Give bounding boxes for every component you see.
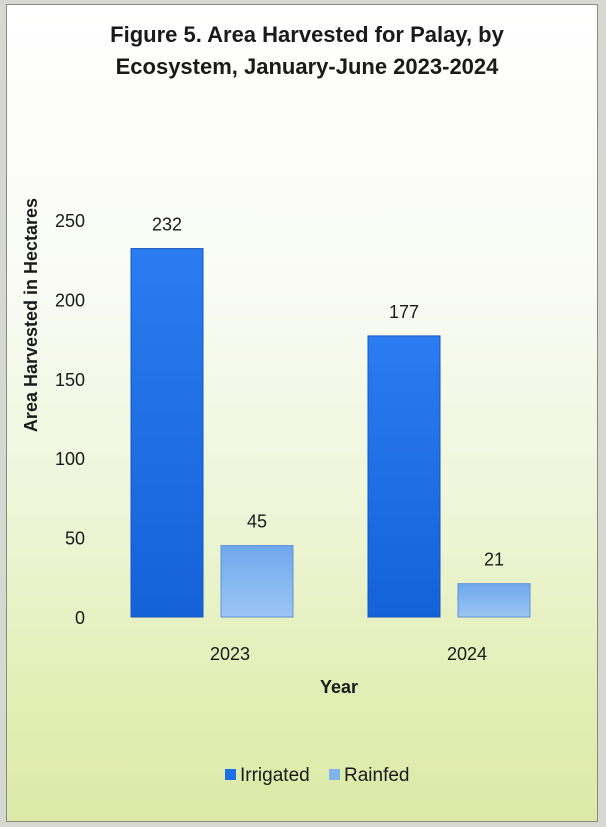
y-tick-label: 200: [55, 290, 85, 310]
legend-swatch-rainfed: [329, 769, 340, 780]
y-axis-ticks: 0 50 100 150 200 250: [55, 211, 85, 628]
y-tick-label: 100: [55, 449, 85, 469]
bar-rainfed-2023: [220, 545, 294, 618]
legend-label-irrigated: Irrigated: [240, 765, 310, 786]
y-tick-label: 0: [75, 608, 85, 628]
y-tick-label: 250: [55, 211, 85, 231]
legend-label-rainfed: Rainfed: [344, 765, 410, 786]
data-label-irrigated-2023: 232: [152, 215, 182, 235]
x-axis-ticks: 2023 2024: [210, 644, 487, 664]
bar-irrigated-2024: [367, 335, 441, 618]
y-tick-label: 50: [65, 529, 85, 549]
data-label-rainfed-2024: 21: [484, 550, 504, 570]
chart-frame: Figure 5. Area Harvested for Palay, by E…: [6, 4, 598, 822]
y-tick-label: 150: [55, 370, 85, 390]
x-tick-label-2024: 2024: [447, 644, 487, 664]
bar-irrigated-2023: [130, 248, 204, 618]
data-label-rainfed-2023: 45: [247, 512, 267, 532]
bars: [130, 248, 531, 618]
bar-rainfed-2024: [457, 583, 531, 618]
y-axis-title: Area Harvested in Hectares: [21, 198, 41, 432]
x-axis-title: Year: [320, 677, 358, 697]
legend-swatch-irrigated: [225, 769, 236, 780]
legend: Irrigated Rainfed: [225, 765, 410, 786]
x-tick-label-2023: 2023: [210, 644, 250, 664]
data-labels: 232 45 177 21: [152, 215, 504, 570]
data-label-irrigated-2024: 177: [389, 302, 419, 322]
bar-chart: 0 50 100 150 200 250 232 45 177 21 2023 2024 Area…: [21, 198, 531, 786]
chart-title: Figure 5. Area Harvested for Palay, by E…: [110, 22, 504, 79]
